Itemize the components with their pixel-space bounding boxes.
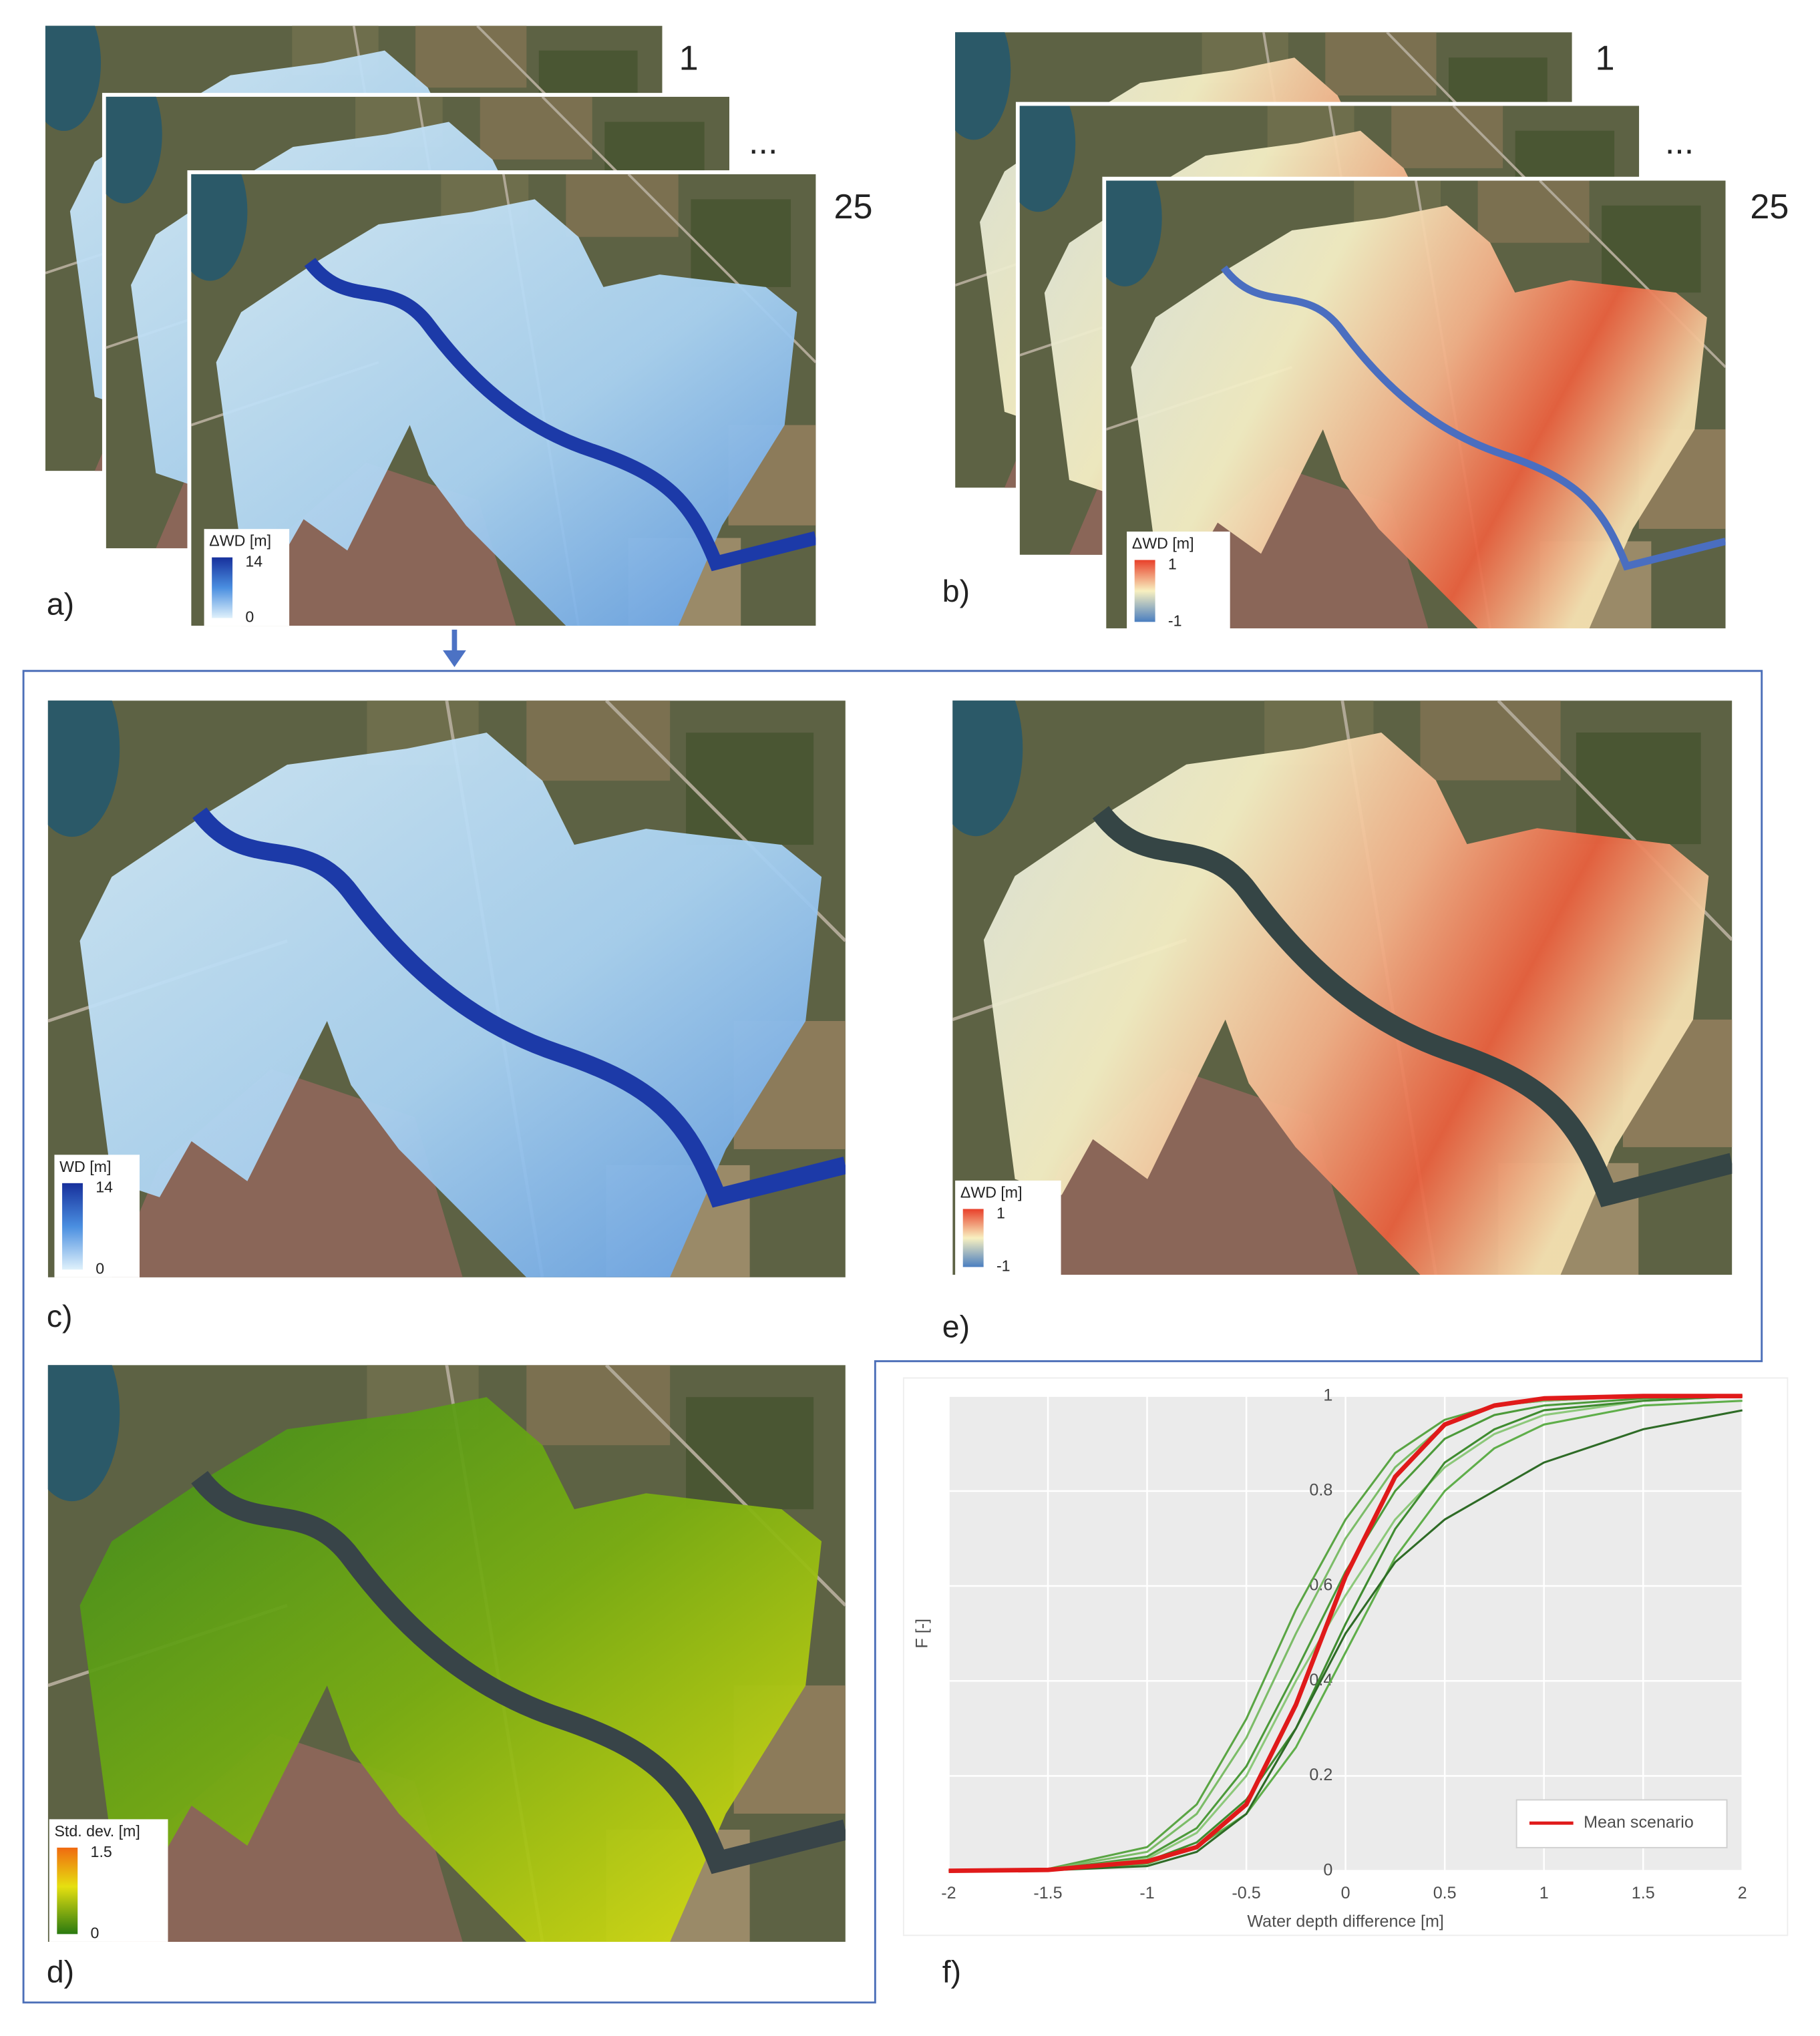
x-tick-label: -1.5 (1033, 1884, 1062, 1902)
panel-label: b) (942, 574, 970, 608)
x-tick-label: 2 (1738, 1884, 1747, 1902)
stack-label: 1 (679, 39, 699, 78)
legend-bar (62, 1183, 83, 1270)
legend-min: 0 (91, 1924, 100, 1941)
legend-label: Mean scenario (1584, 1813, 1694, 1832)
river (192, 807, 846, 1208)
stack-label: 25 (834, 188, 873, 226)
legend-bar (1134, 560, 1155, 622)
stack-label: 25 (1750, 188, 1789, 226)
legend-title: ΔWD [m] (209, 532, 271, 550)
series-line (948, 1395, 1743, 1872)
legend-bar (57, 1847, 78, 1935)
stack-label: 1 (1595, 39, 1614, 78)
panel-frame (22, 670, 1763, 2004)
series-line (948, 1409, 1743, 1872)
river (1092, 805, 1733, 1207)
map (1106, 180, 1726, 628)
stack-label: ... (1665, 123, 1694, 162)
legend-max: 1 (996, 1204, 1005, 1221)
panel-label: c) (47, 1299, 73, 1334)
y-tick-label: 1 (1323, 1386, 1332, 1404)
legend-min: -1 (1168, 612, 1182, 629)
stack-label: ... (749, 123, 777, 162)
legend-title: ΔWD [m] (1132, 535, 1194, 552)
legend-min: -1 (996, 1257, 1011, 1275)
series-line (948, 1400, 1743, 1872)
map (24, 1325, 846, 1942)
map (24, 660, 846, 1277)
legend-bar (212, 557, 233, 618)
legend-max: 14 (245, 553, 262, 570)
river (1220, 265, 1726, 571)
legend-title: Std. dev. [m] (54, 1822, 140, 1840)
map (929, 660, 1733, 1275)
arrow-head (443, 650, 466, 667)
legend-title: WD [m] (59, 1158, 111, 1175)
x-tick-label: 1.5 (1632, 1884, 1655, 1902)
legend-min: 0 (245, 608, 254, 626)
x-tick-label: 0.5 (1433, 1884, 1457, 1902)
series-line (948, 1394, 1743, 1874)
x-tick-label: -1 (1139, 1884, 1154, 1902)
legend-bar (962, 1209, 984, 1267)
map (191, 174, 816, 626)
panel-label: f) (942, 1955, 961, 1989)
x-axis-label: Water depth difference [m] (1247, 1912, 1443, 1931)
x-tick-label: -0.5 (1232, 1884, 1260, 1902)
y-tick-label: 0.2 (1309, 1766, 1332, 1784)
legend-max: 1 (1168, 555, 1177, 572)
series-line (948, 1395, 1743, 1872)
river (191, 1470, 846, 1874)
legend-max: 14 (96, 1179, 113, 1196)
panel-label: a) (47, 586, 74, 621)
y-axis-label: F [-] (912, 1619, 931, 1649)
river (304, 257, 816, 572)
x-tick-label: -2 (941, 1884, 956, 1902)
x-tick-label: 1 (1539, 1884, 1549, 1902)
panel-label: d) (47, 1955, 74, 1989)
x-tick-label: 0 (1341, 1884, 1350, 1902)
flood-area (1131, 205, 1707, 628)
y-tick-label: 0.8 (1309, 1480, 1332, 1499)
legend-max: 1.5 (91, 1843, 112, 1860)
panel-label: e) (942, 1309, 970, 1344)
legend-title: ΔWD [m] (960, 1183, 1023, 1201)
y-tick-label: 0 (1323, 1860, 1332, 1879)
legend-min: 0 (96, 1259, 104, 1277)
